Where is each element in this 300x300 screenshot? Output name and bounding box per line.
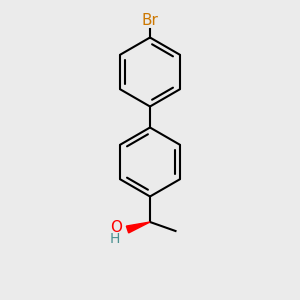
Text: O: O: [110, 220, 122, 236]
Polygon shape: [126, 222, 150, 233]
Text: H: H: [110, 232, 120, 246]
Text: Br: Br: [142, 13, 158, 28]
